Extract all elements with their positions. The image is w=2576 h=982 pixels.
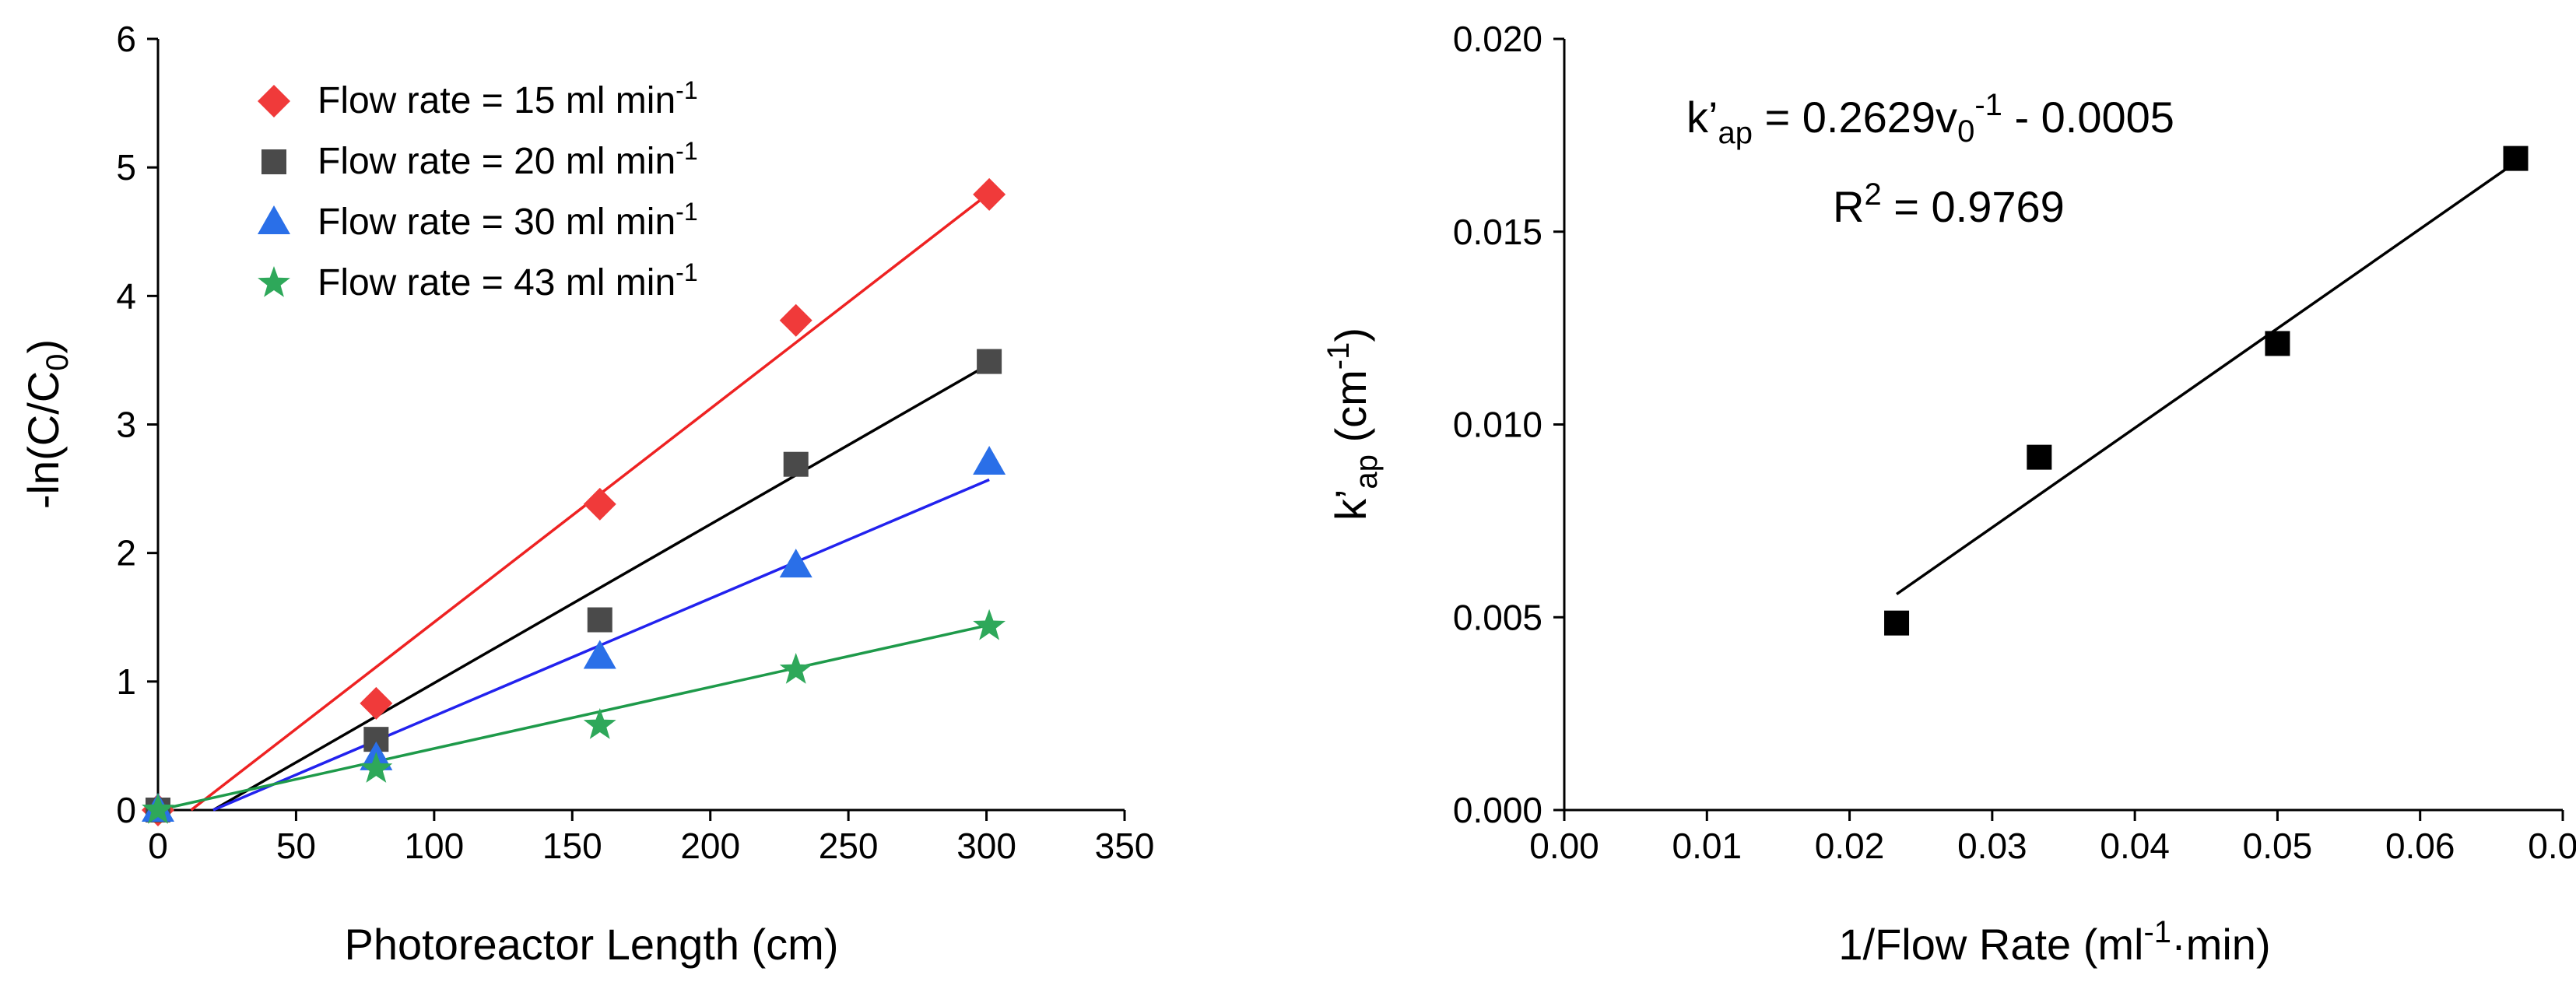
right-fit-line [1896,161,2517,595]
right-y-tick-label: 0.005 [1453,597,1542,637]
marker-series-1 [583,487,616,521]
legend-entry-2: Flow rate = 20 ml min-1 [318,137,698,182]
right-x-tick-label: 0.05 [2243,826,2313,866]
left-x-tick-label: 150 [542,826,602,866]
marker-series-2 [783,451,809,477]
right-y-tick-label: 0.015 [1453,212,1542,252]
marker-series-3 [973,446,1006,475]
legend-symbol-3 [258,205,290,234]
marker-series-3 [583,640,616,669]
left-y-tick-label: 2 [116,533,136,573]
right-x-tick-label: 0.01 [1672,826,1742,866]
left-x-tick-label: 100 [404,826,464,866]
marker-series-4 [973,608,1005,640]
right-x-tick-label: 0.03 [1957,826,2027,866]
left-x-tick-label: 300 [956,826,1016,866]
right-y-axis-title: k’ap (cm-1) [1321,328,1384,521]
left-y-tick-label: 3 [116,405,136,445]
legend-symbol-1 [258,85,290,117]
marker-series-4 [360,752,393,783]
right-y-tick-label: 0.000 [1453,790,1542,830]
marker-series-4 [583,708,616,739]
legend-symbol-2 [261,149,286,174]
marker-series-1 [360,686,393,720]
left-x-axis-title: Photoreactor Length (cm) [345,920,839,969]
left-y-tick-label: 4 [116,275,136,316]
left-x-tick-label: 200 [680,826,740,866]
equation-annotation: k’ap = 0.2629v0-1 - 0.0005 [1686,88,2174,150]
marker-series-2 [977,349,1002,374]
left-x-tick-label: 0 [148,826,168,866]
left-ticks: 0 50 100 150 200 250 300 350 0 1 2 3 4 5 6 [116,19,1154,866]
marker-series-1 [779,303,812,337]
legend-symbols [258,85,290,297]
right-chart: 0.00 0.01 0.02 0.03 0.04 0.05 0.06 0.07 0.000 0.0… [1321,19,2576,969]
right-x-tick-label: 0.04 [2100,826,2170,866]
right-y-tick-label: 0.010 [1453,405,1542,445]
right-x-tick-label: 0.07 [2528,826,2576,866]
left-legend: Flow rate = 15 ml min-1 Flow rate = 20 m… [258,76,698,303]
left-x-tick-label: 350 [1095,826,1155,866]
r2-annotation: R2 = 0.9769 [1833,177,2065,231]
right-x-tick-label: 0.02 [1815,826,1885,866]
marker-series-4 [779,653,812,684]
marker-series-3 [779,549,812,578]
marker-series-1 [973,177,1006,211]
legend-symbol-4 [258,266,290,297]
right-marker [1884,610,1910,636]
right-ticks: 0.00 0.01 0.02 0.03 0.04 0.05 0.06 0.07 0.000 0.0… [1453,19,2576,866]
legend-entry-4: Flow rate = 43 ml min-1 [318,258,698,303]
right-x-tick-label: 0.00 [1529,826,1599,866]
right-x-axis-title: 1/Flow Rate (ml-1·min) [1838,915,2270,969]
marker-series-4 [142,793,174,824]
left-chart: 0 50 100 150 200 250 300 350 0 1 2 3 4 5 6 Flow rate =… [19,19,1154,969]
left-y-tick-label: 1 [116,661,136,702]
left-y-tick-label: 0 [116,790,136,830]
right-marker [2503,146,2529,171]
left-y-axis-title: -ln(C/C0) [19,339,75,509]
right-markers [1884,146,2529,636]
right-y-tick-label: 0.020 [1453,19,1542,59]
left-y-tick-label: 5 [116,147,136,188]
right-marker [2027,444,2052,470]
legend-entry-1: Flow rate = 15 ml min-1 [318,76,698,121]
left-y-tick-label: 6 [116,19,136,59]
left-x-tick-label: 250 [819,826,879,866]
right-marker [2265,331,2290,356]
right-fit-line [1896,161,2517,595]
left-markers [142,177,1006,826]
marker-series-2 [587,607,612,633]
legend-entry-3: Flow rate = 30 ml min-1 [318,198,698,243]
left-x-tick-label: 50 [276,826,316,866]
fit-line-series-2 [212,363,990,812]
fit-line-series-4 [157,623,990,812]
right-x-tick-label: 0.06 [2385,826,2455,866]
